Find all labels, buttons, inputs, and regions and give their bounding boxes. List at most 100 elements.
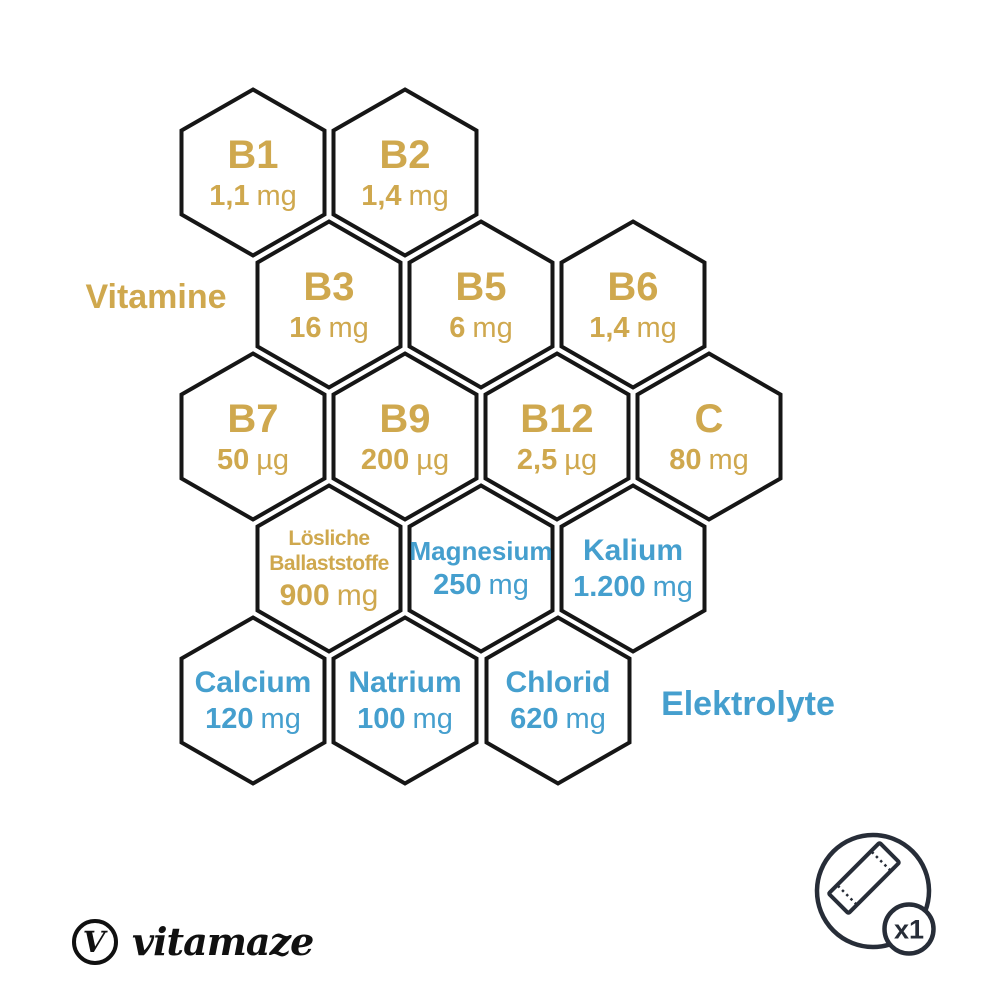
- hexagon-outline: [331, 615, 479, 786]
- nutrient-name: B7: [227, 396, 279, 441]
- amount: 1.200: [573, 570, 646, 603]
- amount: 6: [449, 311, 466, 344]
- nutrient-value: 1,4 mg: [589, 311, 677, 344]
- hexagon-outline: [559, 219, 707, 390]
- unit: mg: [636, 311, 677, 344]
- hex-kalium: Kalium 1.200 mg: [559, 483, 707, 654]
- serving-count-label: x1: [894, 915, 924, 945]
- sachet-seal-line: [836, 884, 858, 906]
- amount: 120: [205, 702, 254, 735]
- unit: mg: [652, 570, 693, 603]
- sachet-stick-icon: [827, 841, 901, 915]
- unit: mg: [260, 702, 301, 735]
- hex-b7: B7 50 µg: [179, 351, 327, 522]
- nutrient-name: Kalium: [582, 533, 684, 567]
- amount: 100: [357, 702, 406, 735]
- unit: mg: [565, 702, 606, 735]
- count-circle: [882, 902, 936, 956]
- nutrient-value: 900 mg: [280, 581, 379, 611]
- hex-b3: B3 16 mg: [255, 219, 403, 390]
- nutrient-value: 620 mg: [510, 702, 606, 735]
- vitamaze-wordmark: vitamaze: [132, 919, 314, 964]
- vitamaze-logo: V vitamaze: [72, 919, 314, 965]
- hexagon-outline: [331, 87, 479, 258]
- hex-b12: B12 2,5 µg: [483, 351, 631, 522]
- hexagon-outline: [483, 351, 631, 522]
- unit: µg: [416, 443, 450, 476]
- hexagon-outline: [255, 219, 403, 390]
- hex-calcium: Calcium 120 mg: [179, 615, 327, 786]
- hex-magnesium: Magnesium 250 mg: [407, 483, 555, 654]
- amount: 1,1: [209, 179, 250, 212]
- unit: mg: [488, 568, 529, 601]
- nutrient-name: B5: [455, 264, 507, 309]
- vitamins-section-label: Vitamine: [85, 278, 227, 316]
- unit: mg: [328, 311, 369, 344]
- hexagon-outline: [255, 483, 403, 654]
- hex-chlorid: Chlorid 620 mg: [484, 615, 632, 786]
- hex-natrium: Natrium 100 mg: [331, 615, 479, 786]
- unit: mg: [472, 311, 513, 344]
- hexagon-outline: [179, 351, 327, 522]
- unit: mg: [336, 579, 379, 613]
- amount: 80: [669, 443, 702, 476]
- hex-ballaststoffe: Lösliche Ballaststoffe 900 mg: [255, 483, 403, 654]
- amount: 250: [433, 568, 482, 601]
- nutrient-name: B3: [303, 264, 355, 309]
- hexagon-outline: [407, 219, 555, 390]
- unit: mg: [708, 443, 749, 476]
- amount: 16: [289, 311, 322, 344]
- nutrient-name-line1: Lösliche: [288, 526, 370, 550]
- nutrient-value: 2,5 µg: [516, 443, 598, 476]
- nutrient-value: 80 mg: [669, 443, 749, 476]
- hex-c: C 80 mg: [635, 351, 783, 522]
- nutrient-name: B9: [379, 396, 431, 441]
- nutrient-name: B2: [379, 132, 431, 177]
- nutrient-name: B6: [607, 264, 659, 309]
- nutrient-value: 1,4 mg: [361, 179, 449, 212]
- hex-b9: B9 200 µg: [331, 351, 479, 522]
- unit: mg: [408, 179, 449, 212]
- amount: 50: [216, 443, 250, 476]
- nutrient-value: 250 mg: [433, 568, 529, 601]
- sachet-seal-line: [870, 850, 892, 872]
- amount: 1,4: [361, 179, 402, 212]
- nutrient-name-line2: Ballaststoffe: [269, 552, 389, 575]
- nutrient-name: Lösliche Ballaststoffe: [269, 526, 389, 576]
- amount: 900: [279, 579, 330, 613]
- hex-b1: B1 1,1 mg: [179, 87, 327, 258]
- hexagon-outline: [407, 483, 555, 654]
- hexagon-outline: [179, 87, 327, 258]
- amount: 620: [510, 702, 559, 735]
- nutrient-value: 6 mg: [449, 311, 513, 344]
- nutrient-value: 50 µg: [216, 443, 290, 476]
- nutrient-name: B12: [520, 396, 594, 441]
- sachet-serving-badge: x1: [814, 832, 936, 956]
- nutrient-value: 100 mg: [357, 702, 453, 735]
- hexagon-outline: [179, 615, 327, 786]
- unit: µg: [564, 443, 598, 476]
- hexagon-outline: [559, 483, 707, 654]
- nutrient-name: C: [694, 396, 724, 441]
- amount: 1,4: [589, 311, 630, 344]
- nutrient-value: 1.200 mg: [573, 570, 693, 603]
- nutrient-name: Natrium: [348, 665, 462, 699]
- hexagon-outline: [331, 351, 479, 522]
- electrolytes-section-label: Elektrolyte: [661, 685, 835, 723]
- nutrient-name: Chlorid: [505, 665, 611, 699]
- unit: mg: [412, 702, 453, 735]
- unit: µg: [256, 443, 290, 476]
- vitamaze-logo-mark-icon: V: [72, 919, 118, 965]
- hex-b2: B2 1,4 mg: [331, 87, 479, 258]
- hexagon-outline: [635, 351, 783, 522]
- nutrient-value: 200 µg: [360, 443, 450, 476]
- nutrient-value: 16 mg: [289, 311, 369, 344]
- logo-mark-letter: V: [82, 924, 106, 959]
- amount: 200: [360, 443, 410, 476]
- amount: 2,5: [516, 443, 558, 476]
- nutrient-value: 120 mg: [205, 702, 301, 735]
- hex-b6: B6 1,4 mg: [559, 219, 707, 390]
- nutrient-name: Magnesium: [409, 535, 553, 566]
- unit: mg: [256, 179, 297, 212]
